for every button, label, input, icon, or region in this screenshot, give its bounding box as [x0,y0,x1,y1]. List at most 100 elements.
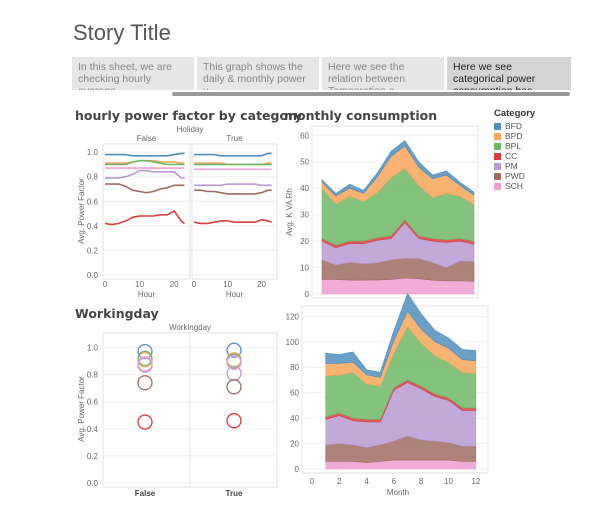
legend-swatch [494,162,501,170]
series-line-pm [194,183,272,187]
legend-label: PM [505,161,518,171]
story-point-1[interactable]: In this sheet, we are checking hourly av… [72,57,194,90]
legend-item-bpd[interactable]: BPD [494,131,604,141]
y-tick-label: 10 [300,264,309,273]
y-tick-label: 0 [295,465,300,474]
legend-item-bpl[interactable]: BPL [494,141,604,151]
y-tick-label: 60 [300,131,309,140]
y-tick-label: 0.0 [87,479,99,488]
x-tick-label: 12 [471,477,480,486]
legend-item-pm[interactable]: PM [494,161,604,171]
point-sch [226,354,242,371]
x-tick-label-true: True [226,489,243,498]
chart-frame [301,305,489,474]
point-pwd [137,375,153,391]
point-sch [137,356,153,372]
series-line-pwd [194,189,272,195]
x-tick-label: 8 [419,477,424,486]
y-tick-label: 0.4 [87,222,99,231]
y-tick-label: 120 [286,312,300,321]
y-axis-label: Avg. Power Factor [77,178,86,244]
y-tick-label: 80 [290,363,299,372]
x-tick-label-false: False [135,489,156,498]
panel-header-holiday: Holiday [177,125,204,134]
panel-label-false: False [137,134,157,143]
legend-title: Category [494,108,536,119]
point-cc [137,414,153,430]
x-tick-label: 0 [103,280,108,289]
legend-swatch [494,142,501,150]
point-cc [226,413,242,429]
x-tick-label: 4 [364,477,369,486]
panel-frame [191,143,278,280]
y-tick-label: 0.8 [87,173,99,182]
category-legend: Category BFD BPD BPL CC PM PWD SCH [494,108,604,191]
x-tick-label: 0 [192,280,197,289]
x-tick-label: 2 [337,477,342,486]
story-title: Story Title [73,20,171,45]
panel-label-true: True [226,134,243,143]
story-point-2[interactable]: This graph shows the daily & monthly pow… [197,57,319,90]
y-tick-label: 0.0 [87,271,99,280]
legend-label: BPD [505,131,523,141]
legend-label: CC [505,151,518,161]
y-tick-label: 20 [300,237,309,246]
y-tick-label: 0.6 [87,197,99,206]
x-tick-label: 6 [392,477,397,486]
area-bfd-top [321,140,475,197]
x-axis-label: Hour [226,290,244,299]
x-tick-label: 10 [135,280,144,289]
y-tick-label: 50 [300,158,309,167]
x-tick-label: 10 [444,477,453,486]
legend-swatch [494,172,501,180]
series-line-pm [105,169,185,179]
series-line-bpl [105,159,185,166]
y-tick-label: 0 [305,290,310,299]
legend-label: BFD [505,121,522,131]
y-tick-label: 1.0 [87,148,99,157]
story-navigator: In this sheet, we are checking hourly av… [72,57,572,97]
series-line-bfd [194,152,272,157]
story-point-3[interactable]: Here we see the relation between Tempera… [322,57,444,90]
workingday-chart-title: Workingday [75,306,159,321]
point-pwd [226,379,242,395]
y-tick-label: 0.2 [87,452,99,461]
point-bfd [226,342,242,358]
point-bpl [137,350,153,367]
x-tick-label: 10 [223,280,232,289]
legend-label: BPL [505,141,522,151]
y-tick-label: 0.2 [87,246,99,255]
legend-item-bfd[interactable]: BFD [494,121,604,131]
hourly-chart-title: hourly power factor by category [75,108,303,123]
x-tick-label: 20 [170,280,179,289]
area-bfd-bottom [325,292,477,378]
x-axis-label: Month [387,488,409,497]
chart-frame [311,125,479,299]
legend-swatch [494,182,501,190]
legend-item-sch[interactable]: SCH [494,181,604,191]
story-point-4[interactable]: Here we see categorical power consumptio… [447,57,571,90]
legend-item-pwd[interactable]: PWD [494,171,604,181]
legend-swatch [494,132,501,140]
legend-label: PWD [505,171,525,181]
series-line-cc [193,218,272,225]
y-tick-label: 60 [290,389,299,398]
x-axis-label: Hour [138,290,156,299]
series-line-pwd [105,183,185,194]
y-tick-label: 20 [290,440,299,449]
story-nav-scrollbar[interactable] [172,92,570,96]
y-tick-label: 40 [290,414,299,423]
x-tick-label: 0 [310,477,315,486]
legend-label: SCH [505,181,523,191]
legend-swatch [494,152,501,160]
y-tick-label: 0.8 [87,371,99,380]
series-line-cc [104,210,185,226]
series-line-bfd [105,152,185,157]
y-tick-label: 0.4 [87,425,99,434]
legend-item-cc[interactable]: CC [494,151,604,161]
panel-header-workingday: Workingday [169,323,211,332]
legend-swatch [494,122,501,130]
y-tick-label: 30 [300,211,309,220]
x-tick-label: 20 [257,280,266,289]
